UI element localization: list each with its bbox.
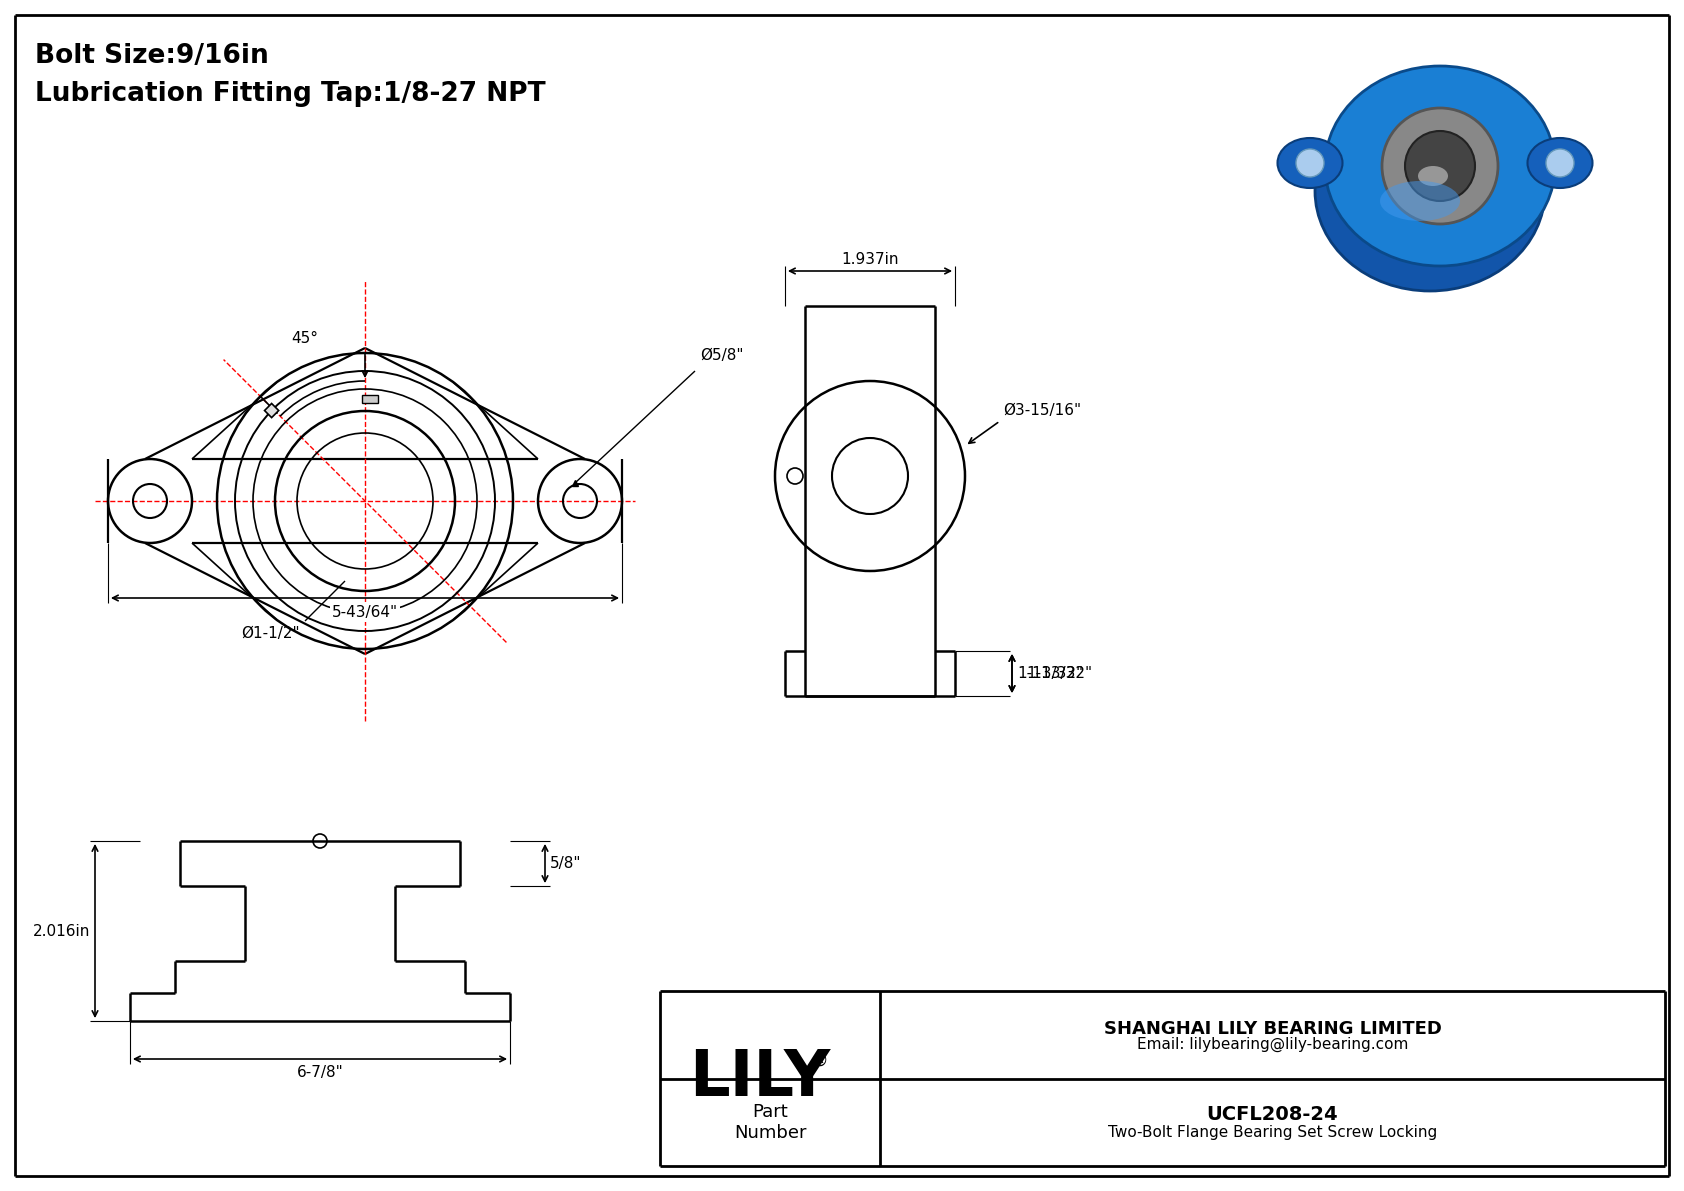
Bar [362, 395, 377, 403]
Text: Ø1-1/2": Ø1-1/2" [241, 626, 300, 641]
Text: 1.937in: 1.937in [842, 251, 899, 267]
Text: SHANGHAI LILY BEARING LIMITED: SHANGHAI LILY BEARING LIMITED [1103, 1019, 1442, 1037]
Text: 45°: 45° [291, 331, 318, 347]
Circle shape [1546, 149, 1575, 177]
Text: 2.016in: 2.016in [32, 923, 89, 939]
Ellipse shape [1315, 91, 1544, 291]
Ellipse shape [1278, 138, 1342, 188]
Text: 1-13/32": 1-13/32" [1026, 666, 1091, 681]
Ellipse shape [1325, 66, 1554, 266]
Text: 5-43/64": 5-43/64" [332, 605, 397, 619]
Text: 5/8": 5/8" [551, 856, 581, 871]
Text: Ø5/8": Ø5/8" [701, 348, 744, 363]
Circle shape [1383, 108, 1499, 224]
Text: LILY: LILY [689, 1048, 830, 1110]
Text: UCFL208-24: UCFL208-24 [1207, 1105, 1339, 1124]
Ellipse shape [1527, 138, 1593, 188]
Text: Email: lilybearing@lily-bearing.com: Email: lilybearing@lily-bearing.com [1137, 1037, 1408, 1053]
Ellipse shape [1418, 166, 1448, 186]
Text: Bolt Size:9/16in: Bolt Size:9/16in [35, 43, 269, 69]
Circle shape [1404, 131, 1475, 201]
Text: Ø3-15/16": Ø3-15/16" [1004, 403, 1081, 418]
Text: Lubrication Fitting Tap:1/8-27 NPT: Lubrication Fitting Tap:1/8-27 NPT [35, 81, 546, 107]
Text: Two-Bolt Flange Bearing Set Screw Locking: Two-Bolt Flange Bearing Set Screw Lockin… [1108, 1124, 1436, 1140]
Bar [264, 404, 278, 418]
Text: 6-7/8": 6-7/8" [296, 1066, 344, 1080]
Circle shape [1297, 149, 1324, 177]
Text: ®: ® [812, 1052, 829, 1070]
Ellipse shape [1379, 181, 1460, 222]
Text: Part
Number: Part Number [734, 1103, 807, 1142]
Text: 1-13/32": 1-13/32" [1017, 666, 1083, 681]
